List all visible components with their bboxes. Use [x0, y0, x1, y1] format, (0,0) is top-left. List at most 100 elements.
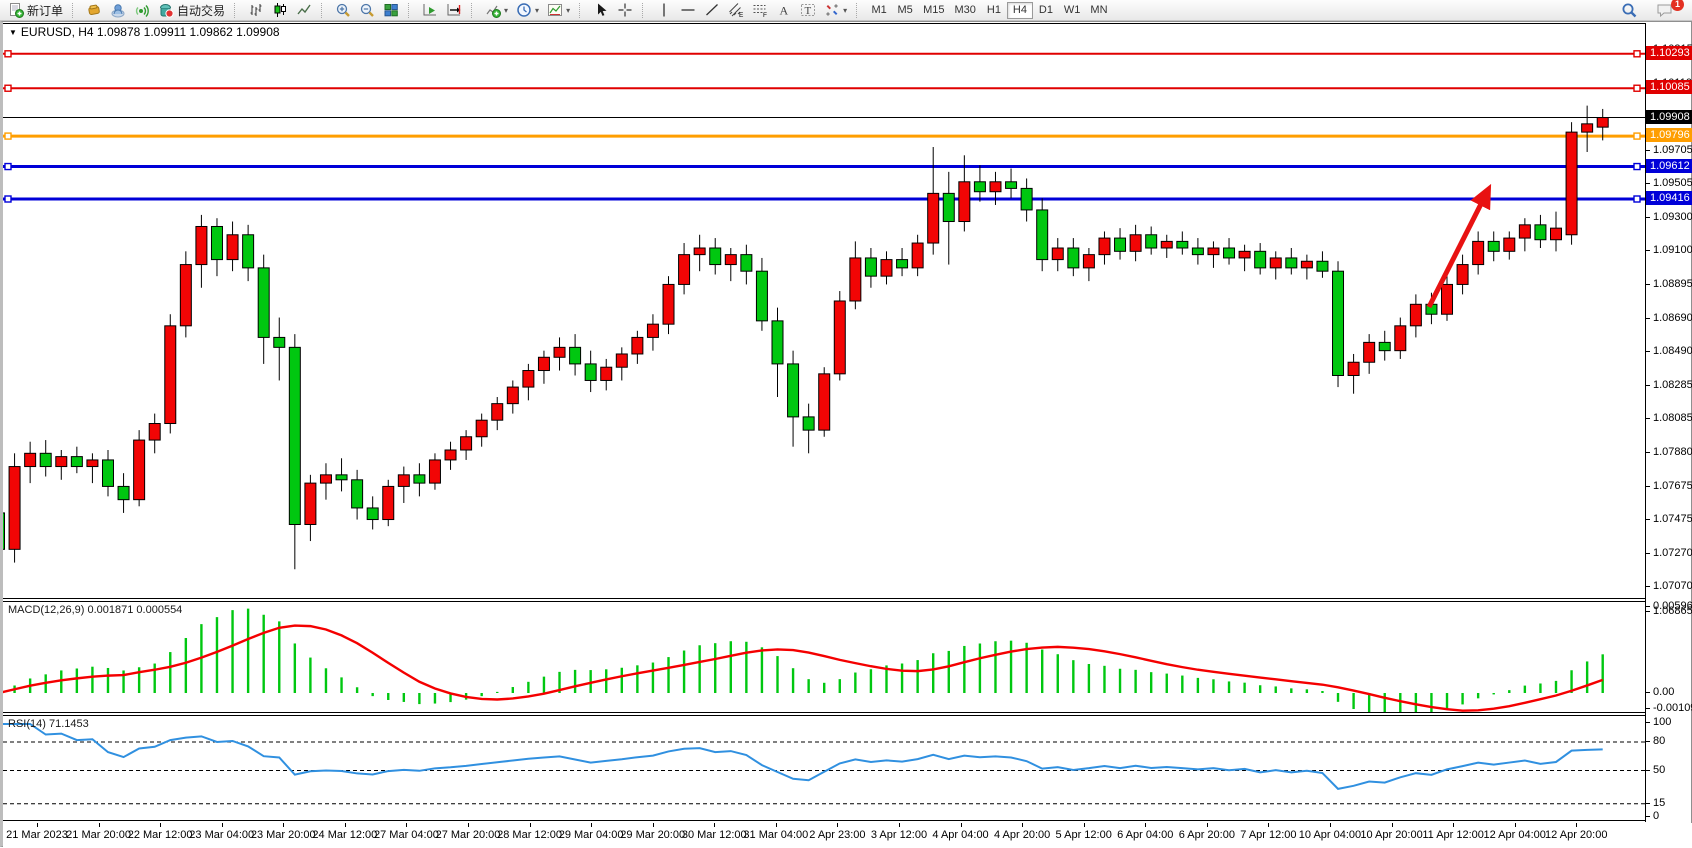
channel-button[interactable]: E — [724, 1, 748, 20]
text-label-button[interactable]: T — [796, 1, 820, 20]
bear-candle — [366, 507, 379, 521]
community-button[interactable] — [106, 1, 130, 20]
periods-button[interactable]: ▾ — [512, 1, 543, 20]
tile-windows-button[interactable] — [379, 1, 403, 20]
price-tick-label: 1.09100 — [1653, 244, 1692, 257]
auto-scroll-button[interactable] — [418, 1, 442, 20]
cursor-button[interactable] — [589, 1, 613, 20]
time-tick-mark — [1576, 823, 1578, 827]
time-tick-mark — [344, 823, 346, 827]
bear-candle — [1378, 341, 1391, 352]
tab-d1[interactable]: D1 — [1038, 4, 1053, 16]
price-axis[interactable]: 1.103151.101101.099101.097051.095051.093… — [1645, 22, 1692, 848]
arrows-icon — [826, 4, 839, 16]
axis-tick-mark — [1645, 606, 1650, 607]
price-tick-label: 1.08490 — [1653, 345, 1692, 358]
axis-tick-mark — [1645, 519, 1650, 521]
bear-candle — [864, 257, 877, 277]
indicators-button[interactable]: ▾ — [481, 1, 512, 20]
bull-candle — [1129, 234, 1142, 252]
axis-tick-mark — [1645, 816, 1650, 817]
bull-candle — [678, 254, 691, 285]
tab-w1[interactable]: W1 — [1063, 4, 1081, 16]
chart-shift-button[interactable] — [442, 1, 466, 20]
horizontal-line-button[interactable] — [676, 1, 700, 20]
macd-pane[interactable] — [3, 601, 1645, 713]
bars-chart-button[interactable] — [244, 1, 268, 20]
tab-m30[interactable]: M30 — [954, 4, 976, 16]
tab-h1[interactable]: H1 — [986, 4, 1001, 16]
chart-menu-icon[interactable]: ▼ — [9, 27, 17, 37]
tab-m1[interactable]: M1 — [871, 4, 887, 16]
axis-tick-mark — [1645, 250, 1650, 252]
bear-candle — [117, 485, 130, 501]
bull-candle — [1503, 237, 1516, 252]
bear-candle — [1285, 257, 1298, 269]
market-button[interactable] — [82, 1, 106, 20]
bull-candle — [1051, 247, 1064, 261]
time-axis[interactable]: 21 Mar 2023 21 Mar 20:00 22 Mar 12:00 23 Ma… — [3, 823, 1692, 848]
tab-h4[interactable]: H4 — [1006, 1, 1033, 19]
bull-candle — [662, 283, 675, 325]
time-tick-label: 4 Apr 20:00 — [993, 829, 1051, 841]
line-chart-button[interactable] — [292, 1, 316, 20]
crosshair-button[interactable] — [613, 1, 637, 20]
zoom-out-button[interactable] — [355, 1, 379, 20]
vertical-line-button[interactable] — [652, 1, 676, 20]
tab-m5[interactable]: M5 — [897, 4, 913, 16]
new-order-button[interactable]: 新订单 — [4, 1, 67, 20]
bull-candle — [55, 456, 68, 468]
bars-chart-icon — [250, 4, 262, 16]
bull-candle — [1160, 240, 1173, 249]
line-handle — [1633, 195, 1641, 203]
tab-m15[interactable]: M15 — [923, 4, 945, 16]
bear-candle — [1036, 209, 1049, 261]
macd-name: MACD(12,26,9) — [8, 604, 85, 616]
time-tick-label: 29 Mar 20:00 — [620, 829, 686, 841]
time-tick-label: 23 Mar 20:00 — [250, 829, 316, 841]
toolbar-grip — [471, 2, 477, 18]
main-chart-pane[interactable] — [3, 23, 1645, 599]
templates-button[interactable]: ▾ — [543, 1, 574, 20]
price-tick-label: 1.06865 — [1653, 605, 1692, 617]
axis-tick-mark — [1645, 351, 1650, 353]
bear-candle — [973, 181, 986, 193]
tab-mn[interactable]: MN — [1090, 4, 1108, 16]
axis-tick-mark — [1645, 418, 1650, 420]
bear-candle — [210, 225, 223, 261]
bull-candle — [397, 474, 410, 487]
zoom-in-button[interactable] — [331, 1, 355, 20]
time-tick-mark — [1514, 823, 1516, 827]
line-handle — [4, 162, 12, 171]
bull-candle — [724, 254, 737, 266]
price-tick-label: 1.09505 — [1653, 177, 1692, 190]
arrows-button[interactable]: ▾ — [820, 1, 851, 20]
level-price-badge: 1.09796 — [1646, 128, 1692, 143]
vertical-line-icon — [663, 3, 665, 17]
trendline-button[interactable] — [700, 1, 724, 20]
chat-button[interactable]: 1 — [1652, 0, 1684, 20]
line-handle — [1633, 50, 1641, 58]
bear-candle — [787, 363, 800, 418]
toolbar: 新订单 自动交易 — [0, 0, 1692, 21]
fibonacci-button[interactable]: F — [748, 1, 772, 20]
bull-candle — [428, 459, 441, 484]
chart-window: ▼ EURUSD, H4 1.09878 1.09911 1.09862 1.0… — [0, 21, 1692, 848]
bear-candle — [1534, 224, 1547, 241]
signals-button[interactable] — [130, 1, 154, 20]
axis-tick-mark — [1645, 284, 1650, 286]
bull-candle — [833, 300, 846, 375]
time-tick-mark — [1391, 823, 1393, 827]
axis-tick-mark — [1645, 183, 1650, 185]
autotrading-button[interactable]: 自动交易 — [154, 1, 229, 20]
rsi-value: 71.1453 — [48, 718, 89, 730]
time-tick-label: 27 Mar 20:00 — [435, 829, 501, 841]
candles-chart-button[interactable] — [268, 1, 292, 20]
time-tick-mark — [37, 823, 38, 827]
chevron-down-icon: ▾ — [535, 5, 540, 15]
line-handle — [4, 132, 12, 140]
rsi-pane[interactable] — [3, 715, 1645, 821]
toolbar-grip — [321, 2, 327, 18]
search-button[interactable] — [1617, 1, 1642, 20]
text-button[interactable]: A — [772, 1, 796, 20]
